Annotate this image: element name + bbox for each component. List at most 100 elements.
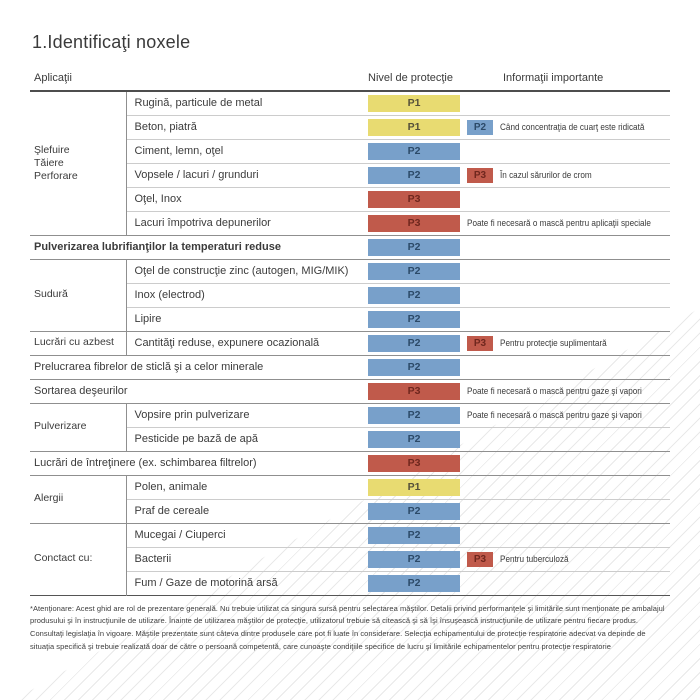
important-info-cell — [467, 450, 670, 475]
table-row: Bacterii P2 P3 Pentru tuberculoză — [30, 546, 670, 571]
protection-level-cell: P2 — [368, 522, 467, 547]
secondary-level-badge: P2 — [467, 119, 493, 135]
protection-level-badge: P3 — [368, 214, 460, 232]
row-label: Fum / Gaze de motorină arsă — [126, 570, 368, 595]
protection-level-cell: P2 — [368, 330, 467, 355]
important-info-cell — [467, 91, 670, 115]
important-info-cell — [467, 522, 670, 547]
important-info-cell — [467, 474, 670, 499]
table-row: Sortarea deşeurilor P3 Poate fi necesară o… — [30, 378, 670, 403]
important-info-cell — [467, 186, 670, 211]
protection-level-cell: P2 — [368, 282, 467, 307]
row-label: Polen, animale — [126, 474, 368, 499]
important-info-cell: Poate fi necesară o mască pentru gaze şi… — [467, 378, 670, 403]
secondary-level-badge: P3 — [467, 167, 493, 183]
row-label: Cantităţi reduse, expunere ocazională — [126, 330, 368, 355]
info-note: Poate fi necesară o mască pentru gaze şi… — [467, 409, 642, 421]
protection-level-badge: P2 — [368, 502, 460, 520]
protection-level-cell: P3 — [368, 378, 467, 403]
table-row: Lucrări cu azbest Cantităţi reduse, expun… — [30, 330, 670, 355]
protection-level-badge: P2 — [368, 286, 460, 304]
important-info-cell: P3 Pentru protecţie suplimentară — [467, 330, 670, 355]
info-note: Poate fi necesară o mască pentru gaze şi… — [467, 385, 642, 397]
protection-level-cell: P2 — [368, 498, 467, 523]
important-info-cell — [467, 282, 670, 307]
column-header-applications: Aplicaţii — [30, 67, 368, 92]
protection-level-badge: P3 — [368, 454, 460, 472]
table-row: Sudură Oţel de construcţie zinc (autogen,… — [30, 258, 670, 331]
row-label: Pesticide pe bază de apă — [126, 426, 368, 451]
protection-level-badge: P2 — [368, 406, 460, 424]
secondary-level-badge: P3 — [467, 335, 493, 351]
important-info-cell: P2 Când concentraţia de cuarţ este ridica… — [467, 114, 670, 139]
protection-level-badge: P2 — [368, 334, 460, 352]
protection-level-badge: P2 — [368, 574, 460, 592]
row-label: Oţel, Inox — [126, 186, 368, 211]
row-label: Lucrări de întreţinere (ex. schimbarea f… — [30, 450, 368, 475]
protection-level-cell: P2 — [368, 546, 467, 571]
row-label: Pulverizarea lubrifianţilor la temperatu… — [30, 234, 368, 259]
protection-level-cell: P2 — [368, 234, 467, 259]
protection-level-cell: P2 — [368, 354, 467, 379]
table-row: Oţel, Inox P3 — [30, 186, 670, 211]
important-info-cell: Poate fi necesară o mască pentru gaze şi… — [467, 402, 670, 427]
table-row: Pulverizare Vopsire prin pulverizare P2 Poa… — [30, 402, 670, 451]
protection-level-badge: P2 — [368, 310, 460, 328]
protection-level-badge: P2 — [368, 166, 460, 184]
protection-level-cell: P1 — [368, 474, 467, 499]
category-label: Lucrări cu azbest — [30, 330, 127, 355]
category-label: Alergii — [30, 474, 127, 523]
table-row: Beton, piatră P1 P2 Când concentraţia de cu… — [30, 114, 670, 139]
important-info-cell: Poate fi necesară o mască pentru aplicaţ… — [467, 210, 670, 235]
info-note: Când concentraţia de cuarţ este ridicată — [500, 121, 645, 133]
table-row: Conctact cu: Mucegai / Ciuperci P2 — [30, 522, 670, 595]
table-row: Ciment, lemn, oţel P2 — [30, 138, 670, 163]
category-label: Pulverizare — [30, 402, 127, 451]
table-row: Pesticide pe bază de apă P2 — [30, 426, 670, 451]
protection-level-badge: P1 — [368, 478, 460, 496]
column-header-important-info: Informaţii importante — [467, 67, 670, 92]
protection-level-cell: P2 — [368, 162, 467, 187]
table-row: Inox (electrod) P2 — [30, 282, 670, 307]
important-info-cell: P3 În cazul sărurilor de crom — [467, 162, 670, 187]
protection-level-cell: P2 — [368, 570, 467, 595]
row-label: Ciment, lemn, oţel — [126, 138, 368, 163]
row-label: Bacterii — [126, 546, 368, 571]
info-note: Poate fi necesară o mască pentru aplicaţ… — [467, 217, 651, 229]
info-note: În cazul sărurilor de crom — [500, 169, 592, 181]
table-row: Praf de cereale P2 — [30, 498, 670, 523]
protection-level-badge: P2 — [368, 430, 460, 448]
important-info-cell — [467, 426, 670, 451]
protection-level-badge: P3 — [368, 190, 460, 208]
protection-level-badge: P2 — [368, 142, 460, 160]
protection-level-cell: P2 — [368, 306, 467, 331]
hazard-table-body: Şlefuire Tăiere Perforare Rugină, particu… — [30, 91, 670, 595]
table-row: Lipire P2 — [30, 306, 670, 331]
category-label: Şlefuire Tăiere Perforare — [30, 91, 127, 235]
hazard-table: Aplicaţii Nivel de protecţie Informaţii … — [30, 67, 670, 596]
protection-level-cell: P2 — [368, 402, 467, 427]
page-title: 1.Identificaţi noxele — [32, 32, 191, 52]
important-info-cell — [467, 138, 670, 163]
table-row: Lucrări de întreţinere (ex. schimbarea f… — [30, 450, 670, 475]
protection-level-cell: P3 — [368, 450, 467, 475]
row-label: Prelucrarea fibrelor de sticlă şi a celo… — [30, 354, 368, 379]
table-row: Prelucrarea fibrelor de sticlă şi a celo… — [30, 354, 670, 379]
table-row: Pulverizarea lubrifianţilor la temperatu… — [30, 234, 670, 259]
table-row: Vopsele / lacuri / grunduri P2 P3 În cazul … — [30, 162, 670, 187]
protection-level-cell: P2 — [368, 258, 467, 283]
important-info-cell — [467, 258, 670, 283]
table-row: Şlefuire Tăiere Perforare Rugină, particu… — [30, 91, 670, 235]
category-label: Sudură — [30, 258, 127, 331]
protection-level-badge: P1 — [368, 118, 460, 136]
table-row: Fum / Gaze de motorină arsă P2 — [30, 570, 670, 595]
protection-level-badge: P2 — [368, 238, 460, 256]
table-header: Aplicaţii Nivel de protecţie Informaţii … — [30, 67, 670, 92]
secondary-level-badge: P3 — [467, 551, 493, 567]
column-header-protection-level: Nivel de protecţie — [368, 67, 467, 92]
protection-level-cell: P2 — [368, 138, 467, 163]
row-label: Inox (electrod) — [126, 282, 368, 307]
row-label: Vopsire prin pulverizare — [126, 402, 368, 427]
row-label: Beton, piatră — [126, 114, 368, 139]
protection-level-cell: P2 — [368, 426, 467, 451]
